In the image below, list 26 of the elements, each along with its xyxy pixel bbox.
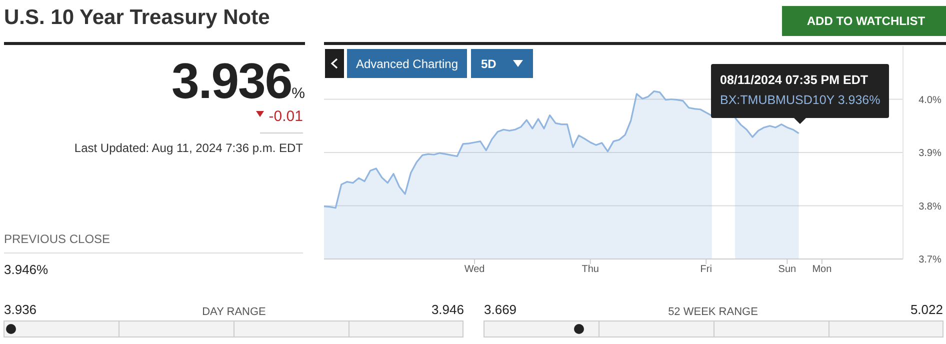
text: 3.936% (172, 53, 305, 109)
text: ADD TO WATCHLIST (806, 14, 926, 28)
annotation: 5D (481, 57, 497, 71)
text: DAY RANGE (202, 306, 266, 318)
text: PREVIOUS CLOSE (4, 232, 110, 246)
y-tick-label: 3.9% (918, 148, 942, 159)
x-tick-label: Mon (812, 264, 832, 275)
text: 3.946% (4, 262, 49, 277)
annotation: Advanced Charting (356, 57, 458, 71)
text: 5.022 (910, 302, 943, 317)
text: 3.669 (484, 302, 517, 317)
y-tick-label: 3.7% (918, 254, 942, 266)
text: 3.946 (431, 302, 464, 317)
text: U.S. 10 Year Treasury Note (4, 6, 270, 29)
text: 3.936 (4, 302, 37, 317)
y-tick-label: 4.0% (918, 94, 942, 106)
x-tick-label: Thu (582, 264, 599, 275)
text: -0.01 (268, 108, 303, 125)
annotation: BX:TMUBMUSD10Y 3.936% (720, 93, 880, 107)
x-tick-label: Wed (464, 264, 485, 275)
text: Last Updated: Aug 11, 2024 7:36 p.m. EDT (74, 141, 304, 155)
y-tick-label: 3.8% (918, 201, 942, 212)
text: 52 WEEK RANGE (668, 306, 758, 318)
annotation: 08/11/2024 07:35 PM EDT (720, 73, 868, 87)
x-tick-label: Fri (700, 264, 712, 275)
x-tick-label: Sun (778, 264, 796, 275)
